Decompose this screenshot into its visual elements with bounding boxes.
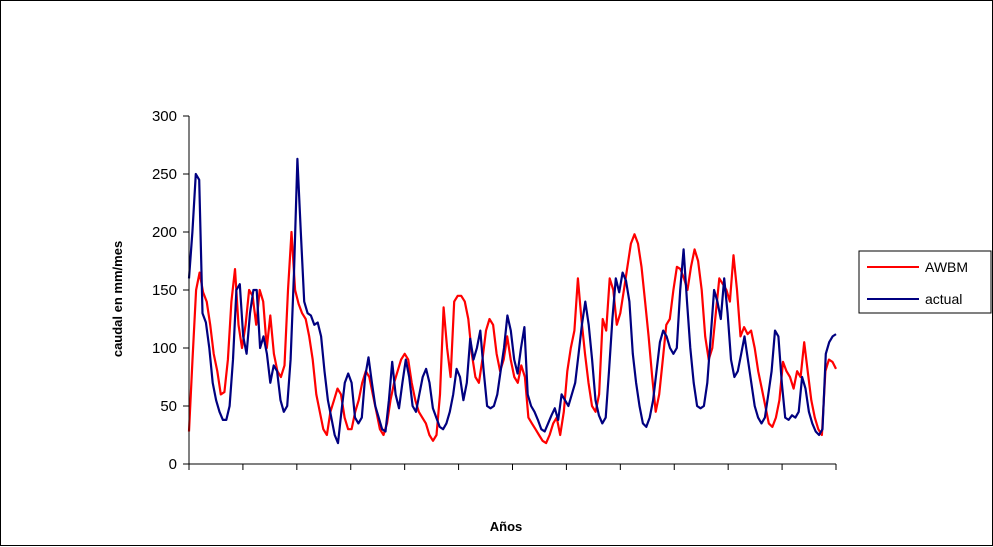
- legend: AWBM actual: [858, 250, 992, 314]
- y-tick-label: 250: [152, 166, 177, 183]
- y-tick-label: 200: [152, 224, 177, 241]
- y-tick-label: 300: [152, 108, 177, 125]
- legend-box: [858, 250, 992, 314]
- y-axis-title: caudal en mm/mes: [110, 241, 125, 357]
- axes: 0 50 100 150 200 250 300: [152, 108, 837, 473]
- plot-area: [187, 157, 837, 445]
- series-line-actual: [187, 157, 837, 445]
- series-line-awbm: [187, 230, 837, 445]
- y-tick-label: 0: [169, 456, 177, 473]
- legend-label-actual: actual: [925, 291, 962, 307]
- y-tick-label: 50: [160, 398, 177, 415]
- x-axis-title: Años: [490, 519, 523, 534]
- y-tick-label: 150: [152, 282, 177, 299]
- legend-label-awbm: AWBM: [925, 259, 968, 275]
- y-tick-label: 100: [152, 340, 177, 357]
